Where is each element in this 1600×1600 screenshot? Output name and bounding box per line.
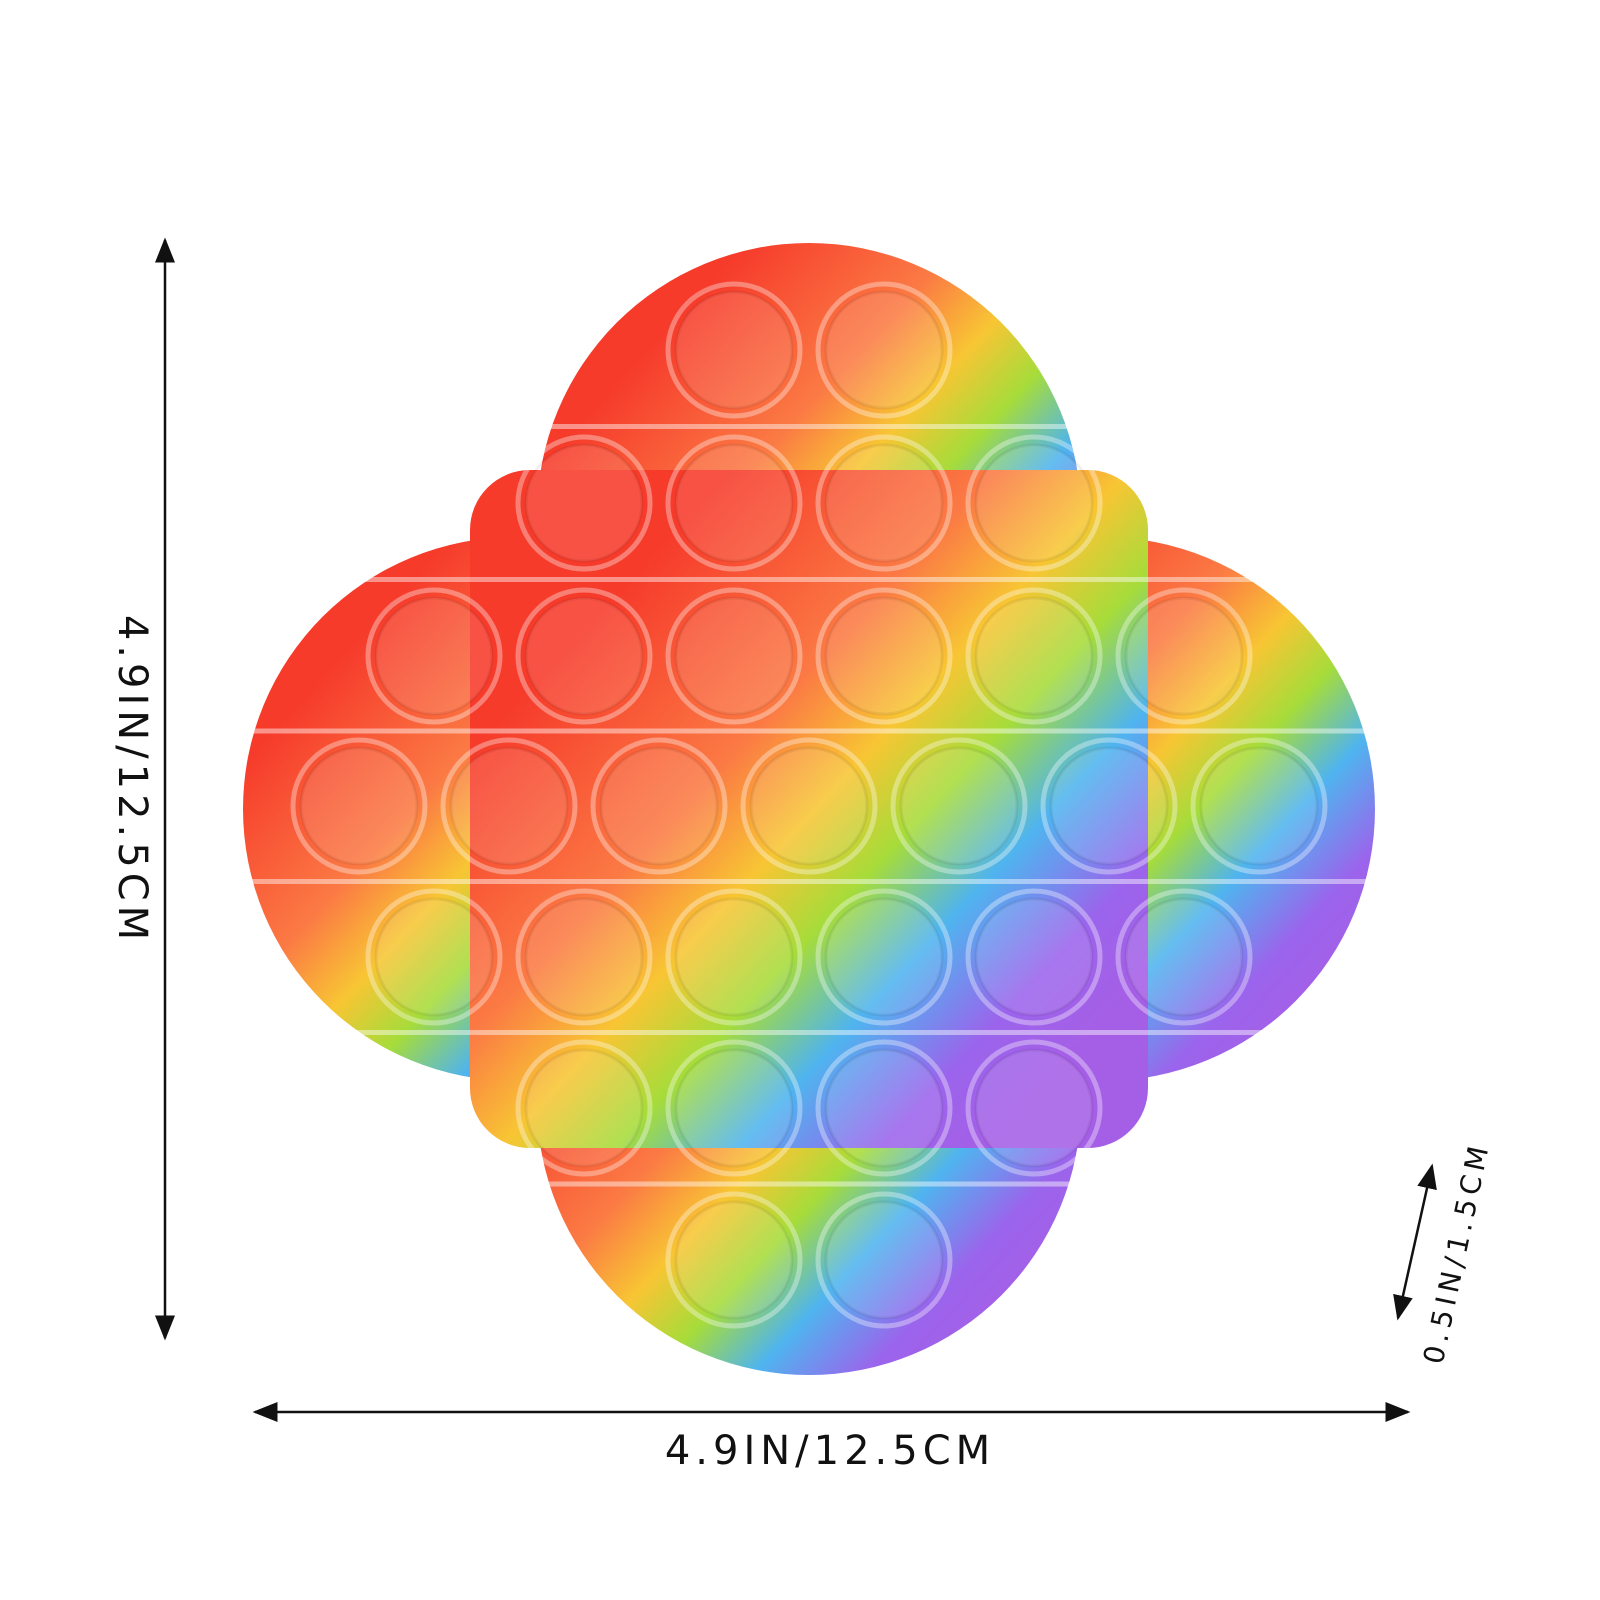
bubble-rim — [665, 1039, 803, 1177]
bubble-rim — [815, 281, 953, 419]
bubble — [824, 1048, 944, 1168]
bubble-rim — [365, 587, 503, 725]
bubble-rim — [290, 737, 428, 875]
bubble-rim — [1115, 888, 1253, 1026]
bubbles — [184, 281, 1434, 1329]
bubble — [524, 897, 644, 1017]
bubble — [974, 443, 1094, 563]
bubble-rim — [665, 1191, 803, 1329]
bubble — [1124, 897, 1244, 1017]
bubble — [299, 746, 419, 866]
bubble-rim — [515, 587, 653, 725]
bubble — [1199, 746, 1319, 866]
bubble — [674, 596, 794, 716]
bubble-rim — [890, 737, 1028, 875]
body — [470, 470, 1148, 1148]
bubble — [824, 443, 944, 563]
bubble — [824, 1200, 944, 1320]
bubble — [674, 1048, 794, 1168]
bubble-rim — [590, 737, 728, 875]
bubble — [824, 897, 944, 1017]
bubble-rim — [515, 888, 653, 1026]
height-label: 4.9IN/12.5CM — [109, 615, 155, 945]
bubble — [674, 1200, 794, 1320]
bubble-rim — [440, 737, 578, 875]
bubble-rim — [365, 888, 503, 1026]
bubble — [449, 746, 569, 866]
bubble — [524, 596, 644, 716]
bubble — [374, 897, 494, 1017]
bubble — [974, 897, 1094, 1017]
pop-it-toy — [243, 243, 1375, 1375]
bubble — [524, 1048, 644, 1168]
bubble — [974, 596, 1094, 716]
width-label: 4.9IN/12.5CM — [665, 1428, 995, 1474]
bubble-rim — [1115, 587, 1253, 725]
bubble-rim — [515, 434, 653, 572]
bubble-rim — [965, 1039, 1103, 1177]
bubble-rim — [815, 587, 953, 725]
bubble-rim — [815, 1191, 953, 1329]
bubble — [824, 596, 944, 716]
bubble-rim — [740, 737, 878, 875]
bubble — [1124, 596, 1244, 716]
bubble-rim — [1190, 737, 1328, 875]
bubble-rim — [965, 888, 1103, 1026]
bubble — [824, 290, 944, 410]
bubble-rim — [815, 434, 953, 572]
bubble — [674, 443, 794, 563]
bubble — [674, 897, 794, 1017]
bubble — [974, 1048, 1094, 1168]
bubble-rim — [1040, 737, 1178, 875]
bubble-rim — [965, 434, 1103, 572]
bubble — [749, 746, 869, 866]
thickness-arrow — [1393, 1163, 1437, 1321]
thickness-label: 0.5IN/1.5CM — [1417, 1139, 1496, 1367]
bubble — [599, 746, 719, 866]
bubble — [374, 596, 494, 716]
bubble-rim — [965, 587, 1103, 725]
bubble — [524, 443, 644, 563]
bubble — [674, 290, 794, 410]
bubble-rim — [665, 434, 803, 572]
bubble-rim — [665, 587, 803, 725]
bubble-rim — [665, 281, 803, 419]
bubble — [899, 746, 1019, 866]
bubble-rim — [815, 888, 953, 1026]
bubble — [1049, 746, 1169, 866]
bubble-rim — [815, 1039, 953, 1177]
bubble-rim — [665, 888, 803, 1026]
bubble-rim — [515, 1039, 653, 1177]
